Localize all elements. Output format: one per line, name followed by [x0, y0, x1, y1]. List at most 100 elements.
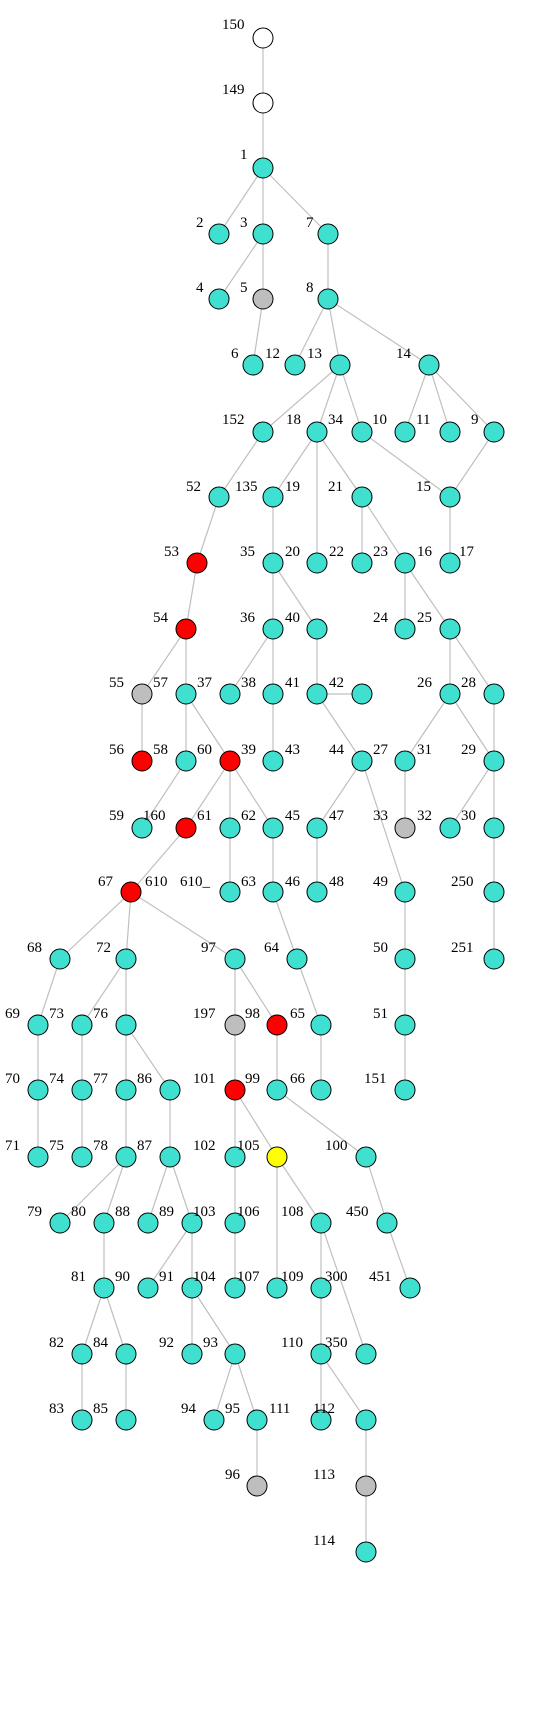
node-21[interactable] — [351, 486, 373, 508]
node-113[interactable] — [355, 1475, 377, 1497]
node-3[interactable] — [252, 223, 274, 245]
node-104[interactable] — [181, 1277, 203, 1299]
node-65[interactable] — [310, 1014, 332, 1036]
node-300[interactable] — [310, 1277, 332, 1299]
node-112[interactable] — [355, 1409, 377, 1431]
node-13[interactable] — [329, 354, 351, 376]
node-92[interactable] — [181, 1343, 203, 1365]
node-80[interactable] — [93, 1212, 115, 1234]
node-76[interactable] — [115, 1014, 137, 1036]
node-22[interactable] — [351, 552, 373, 574]
node-96[interactable] — [246, 1475, 268, 1497]
node-25[interactable] — [439, 618, 461, 640]
node-71[interactable] — [27, 1146, 49, 1168]
node-28[interactable] — [483, 683, 505, 705]
node-18[interactable] — [252, 421, 274, 443]
node-41[interactable] — [262, 683, 284, 705]
node-77[interactable] — [115, 1079, 137, 1101]
node-55[interactable] — [131, 683, 153, 705]
node-151[interactable] — [394, 1079, 416, 1101]
node-60[interactable] — [219, 750, 241, 772]
node-81[interactable] — [93, 1277, 115, 1299]
node-30[interactable] — [483, 817, 505, 839]
node-27[interactable] — [351, 750, 373, 772]
node-83[interactable] — [71, 1409, 93, 1431]
node-34[interactable] — [306, 421, 328, 443]
node-107[interactable] — [224, 1277, 246, 1299]
node-102[interactable] — [224, 1146, 246, 1168]
node-31[interactable] — [394, 750, 416, 772]
node-1[interactable] — [252, 157, 274, 179]
node-111[interactable] — [310, 1409, 332, 1431]
node-64[interactable] — [286, 948, 308, 970]
node-16[interactable] — [439, 552, 461, 574]
node-47[interactable] — [306, 817, 328, 839]
node-5[interactable] — [252, 288, 274, 310]
node-33[interactable] — [394, 817, 416, 839]
node-43[interactable] — [262, 750, 284, 772]
node-66[interactable] — [310, 1079, 332, 1101]
node-17[interactable] — [483, 421, 505, 443]
node-35[interactable] — [262, 552, 284, 574]
node-45[interactable] — [262, 817, 284, 839]
node-46[interactable] — [262, 881, 284, 903]
node-149[interactable] — [252, 92, 274, 114]
node-150[interactable] — [252, 27, 274, 49]
node-86[interactable] — [159, 1079, 181, 1101]
node-52[interactable] — [208, 486, 230, 508]
node-450[interactable] — [376, 1212, 398, 1234]
node-26[interactable] — [439, 683, 461, 705]
node-8[interactable] — [317, 288, 339, 310]
node-7[interactable] — [317, 223, 339, 245]
node-95[interactable] — [246, 1409, 268, 1431]
node-72[interactable] — [115, 948, 137, 970]
node-4[interactable] — [208, 288, 230, 310]
node-42[interactable] — [306, 683, 328, 705]
node-49[interactable] — [394, 881, 416, 903]
node-38[interactable] — [219, 683, 241, 705]
node-197[interactable] — [224, 1014, 246, 1036]
node-106[interactable] — [224, 1212, 246, 1234]
node-53[interactable] — [186, 552, 208, 574]
node-37[interactable] — [175, 683, 197, 705]
node-78[interactable] — [115, 1146, 137, 1168]
node-109[interactable] — [266, 1277, 288, 1299]
node-110[interactable] — [310, 1343, 332, 1365]
node-40[interactable] — [306, 618, 328, 640]
node-48[interactable] — [306, 881, 328, 903]
node-73[interactable] — [71, 1014, 93, 1036]
node-44[interactable] — [351, 683, 373, 705]
node-93[interactable] — [224, 1343, 246, 1365]
node-100[interactable] — [355, 1146, 377, 1168]
node-79[interactable] — [49, 1212, 71, 1234]
node-59[interactable] — [131, 817, 153, 839]
node-84[interactable] — [115, 1343, 137, 1365]
node-29[interactable] — [483, 750, 505, 772]
node-251[interactable] — [483, 948, 505, 970]
node-36[interactable] — [262, 618, 284, 640]
node-610_[interactable] — [219, 881, 241, 903]
node-85[interactable] — [115, 1409, 137, 1431]
node-451[interactable] — [399, 1277, 421, 1299]
node-108[interactable] — [310, 1212, 332, 1234]
node-91[interactable] — [137, 1277, 159, 1299]
node-114[interactable] — [355, 1541, 377, 1563]
node-75[interactable] — [71, 1146, 93, 1168]
node-105[interactable] — [266, 1146, 288, 1168]
node-101[interactable] — [224, 1079, 246, 1101]
node-2[interactable] — [208, 223, 230, 245]
node-99[interactable] — [266, 1079, 288, 1101]
node-87[interactable] — [159, 1146, 181, 1168]
node-19[interactable] — [262, 486, 284, 508]
node-15[interactable] — [439, 486, 461, 508]
node-98[interactable] — [266, 1014, 288, 1036]
node-11[interactable] — [394, 421, 416, 443]
node-82[interactable] — [71, 1343, 93, 1365]
node-94[interactable] — [203, 1409, 225, 1431]
node-9[interactable] — [439, 421, 461, 443]
node-68[interactable] — [49, 948, 71, 970]
node-56[interactable] — [131, 750, 153, 772]
node-14[interactable] — [418, 354, 440, 376]
node-74[interactable] — [71, 1079, 93, 1101]
node-51[interactable] — [394, 1014, 416, 1036]
